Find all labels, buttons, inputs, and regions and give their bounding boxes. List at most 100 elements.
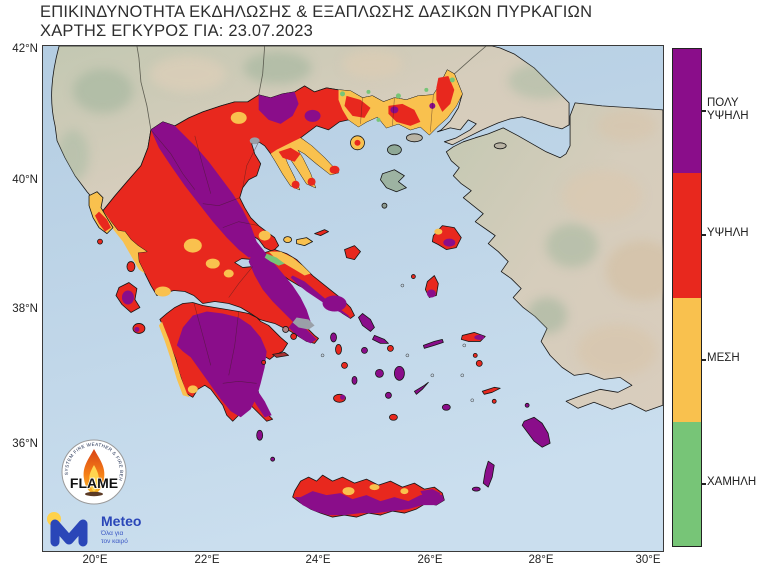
milos-purple — [340, 394, 346, 400]
corfu-south-red — [95, 211, 111, 232]
flame-logo: SYSTEM FIRE WEATHER & FIRE BEHAVIOUR FLA… — [59, 435, 127, 505]
colorbar-tick — [701, 483, 706, 485]
greece — [88, 69, 551, 518]
legend-label-very-high: ΠΟΛΥ ΥΨΗΛΗ — [707, 97, 749, 122]
island-leros — [472, 352, 478, 358]
islet — [320, 353, 325, 358]
islet — [470, 398, 475, 403]
kefalonia-purple — [121, 290, 134, 305]
colorbar-segment-medium — [673, 297, 701, 422]
lon-tick-24e: 24°E — [305, 554, 331, 566]
island-aegina — [290, 333, 298, 340]
border-bulgaria-turkey — [454, 45, 487, 75]
lon-tick-28e: 28°E — [528, 554, 554, 566]
island-spetses — [261, 359, 267, 365]
island-skiathos — [283, 236, 293, 244]
island-ikaria — [422, 339, 444, 349]
island-rhodes — [521, 416, 551, 448]
island-mykonos — [387, 345, 394, 352]
meteo-tagline: Όλα για τον καιρό — [101, 530, 128, 545]
meteo-logo-text: Meteo Όλα για τον καιρό — [101, 508, 141, 545]
colorbar-tick — [701, 110, 706, 112]
low-risk-patches — [264, 77, 455, 266]
island-sifnos — [351, 375, 358, 385]
title-line2: ΧΑΡΤΗΣ ΕΓΚΥΡΟΣ ΓΙΑ: 23.07.2023 — [40, 22, 313, 40]
island-karpathos — [482, 460, 495, 488]
thasos-red — [354, 139, 361, 146]
island-skopelos — [296, 237, 313, 247]
island-syros — [361, 347, 368, 354]
border-nmk-bulgaria — [258, 45, 266, 95]
title-line1: ΕΠΙΚΙΝΔΥΝΟΤΗΤΑ ΕΚΔΗΛΩΣΗΣ & ΕΞΑΠΛΩΣΗΣ ΔΑΣ… — [40, 3, 593, 21]
flame-logo-logs — [85, 491, 103, 497]
colorbar-tick — [701, 234, 706, 236]
lat-tick-40n: 40°N — [12, 174, 38, 186]
meteo-m-icon — [50, 519, 88, 547]
admin-borders — [150, 94, 434, 384]
page-title: ΕΠΙΚΙΝΔΥΝΟΤΗΤΑ ΕΚΔΗΛΩΣΗΣ & ΕΞΑΠΛΩΣΗΣ ΔΑΣ… — [40, 3, 592, 41]
island-paxos — [97, 238, 103, 245]
samos-purple — [474, 334, 485, 340]
island-kalymnos — [475, 359, 483, 367]
island-naxos — [394, 365, 405, 381]
island-alonnisos — [314, 229, 329, 237]
island-skyros — [344, 245, 361, 260]
island-kos — [481, 386, 501, 395]
flame-icon-core — [92, 477, 96, 489]
colorbar-segment-low — [673, 421, 701, 546]
island-amorgos — [413, 381, 429, 395]
lon-tick-20e: 20°E — [82, 554, 108, 566]
island-antikythera — [270, 456, 276, 462]
island-tinos — [372, 335, 389, 344]
zakynthos-purple — [134, 326, 140, 332]
islet — [430, 373, 435, 378]
lesvos-orange — [434, 228, 443, 235]
island-kythira — [256, 429, 264, 441]
urban-areas — [249, 137, 315, 330]
colorbar-segment-high — [673, 173, 701, 298]
flame-logo-wordmark: FLAME — [70, 475, 118, 491]
grey-islands — [380, 133, 507, 193]
island-ios — [385, 391, 392, 399]
chios-purple — [426, 289, 436, 298]
island-hydra — [272, 351, 290, 358]
lat-tick-36n: 36°N — [12, 438, 38, 450]
meteo-name: Meteo — [101, 513, 142, 529]
meteo-logo: Meteo Όλα για τον καιρό — [45, 508, 195, 550]
map-frame: SYSTEM FIRE WEATHER & FIRE BEHAVIOUR FLA… — [42, 45, 664, 552]
island-marmara — [493, 142, 507, 150]
island-limnos — [380, 169, 407, 193]
islet — [405, 353, 410, 358]
islet — [460, 373, 465, 378]
lon-tick-30e: 30°E — [635, 554, 661, 566]
very-high-risk-patches — [150, 91, 445, 516]
colorbar-tick — [701, 359, 706, 361]
island-andros — [358, 313, 375, 332]
island-astypalea — [441, 403, 451, 411]
island-psara — [410, 274, 416, 279]
lesvos-purple — [443, 238, 456, 247]
island-agios-efstratios — [381, 202, 388, 209]
colorbar-segment-very-high — [673, 49, 701, 174]
terrain-neighbours — [51, 45, 664, 412]
flame-logo-svg: SYSTEM FIRE WEATHER & FIRE BEHAVIOUR FLA… — [59, 435, 127, 505]
island-symi — [524, 402, 530, 408]
risk-colorbar — [672, 48, 702, 547]
island-paros — [375, 368, 384, 378]
legend-label-medium: ΜΕΣΗ — [707, 352, 740, 364]
island-nisyros — [491, 398, 497, 404]
legend-label-high: ΥΨΗΛΗ — [707, 227, 749, 239]
islands — [88, 135, 551, 492]
urban-athens — [292, 317, 315, 330]
lat-tick-38n: 38°N — [12, 303, 38, 315]
urban-thessaloniki — [249, 137, 260, 145]
border-albania — [136, 45, 152, 130]
lon-tick-22e: 22°E — [194, 554, 220, 566]
legend-label-low: ΧΑΜΗΛΗ — [707, 476, 757, 488]
island-samothrace — [387, 144, 402, 156]
island-salamina — [282, 326, 290, 333]
lat-tick-42n: 42°N — [12, 43, 38, 55]
islet — [400, 283, 405, 288]
island-kasos — [471, 486, 481, 492]
